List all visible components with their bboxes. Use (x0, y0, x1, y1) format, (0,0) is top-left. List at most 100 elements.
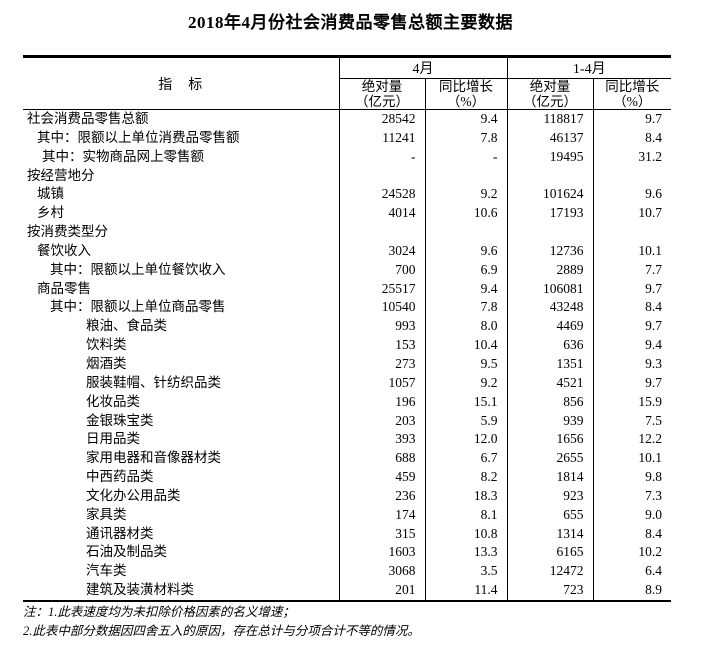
row-value-cell: 8.1 (424, 505, 507, 525)
row-value-cell: 10.6 (424, 204, 507, 224)
row-value-cell: 28542 (338, 109, 425, 129)
row-value-cell: 1314 (506, 524, 593, 544)
table-row: 餐饮收入 3024 9.6 12736 10.1 (23, 241, 672, 261)
row-indicator-label: 家用电器和音像器材类 (86, 450, 221, 466)
row-value-cell: 24528 (338, 185, 425, 205)
table-row: 服装鞋帽、针纺织品类 1057 9.2 4521 9.7 (23, 373, 672, 393)
row-value-cell: 9.4 (424, 279, 507, 299)
row-value-cell: 1603 (338, 543, 425, 563)
table-row: 石油及制品类 1603 13.3 6165 10.2 (23, 543, 672, 563)
table-header: 指 标 4月 1-4月 绝对量 （亿元） 同比增长 （%） 绝对量 （亿元） (23, 56, 672, 110)
row-value-cell: 10.7 (592, 204, 672, 224)
header-line: 同比增长 (605, 79, 660, 94)
column-group-jan-to-april: 1-4月 (506, 56, 672, 79)
row-value-cell: 636 (506, 336, 593, 355)
row-value-cell: 10540 (338, 298, 425, 318)
row-value-cell: 273 (338, 354, 425, 374)
row-value-cell (338, 223, 425, 242)
header-group-row: 指 标 4月 1-4月 (23, 56, 672, 110)
table-row: 其中：限额以上单位餐饮收入 700 6.9 2889 7.7 (23, 260, 672, 280)
row-indicator-label: 通讯器材类 (86, 525, 154, 541)
row-value-cell: 459 (338, 468, 425, 487)
row-indicator-label: 建筑及装潢材料类 (86, 582, 194, 598)
row-value-cell: 6.4 (592, 562, 672, 582)
row-value-cell: 6.9 (424, 260, 507, 280)
page-title: 2018年4月份社会消费品零售总额主要数据 (188, 13, 513, 32)
row-indicator-label: 其中：实物商品网上零售额 (42, 148, 204, 164)
row-value-cell (506, 223, 593, 242)
row-value-cell: 315 (338, 524, 425, 544)
row-indicator-label: 日用品类 (86, 431, 140, 447)
row-value-cell: 8.4 (592, 524, 672, 544)
row-value-cell: 13.3 (424, 543, 507, 563)
row-value-cell: 939 (506, 411, 593, 431)
row-indicator-label: 商品零售 (37, 280, 91, 296)
table-row: 其中：实物商品网上零售额 - -19495 31.2 (23, 147, 672, 167)
footnote-1: 注：1.此表速度均为未扣除价格因素的名义增速； (23, 605, 295, 619)
row-value-cell (424, 166, 507, 186)
row-value-cell: 12.0 (424, 430, 507, 450)
row-value-cell (506, 166, 593, 186)
row-indicator-label: 社会消费品零售总额 (27, 111, 149, 126)
row-value-cell: 15.9 (592, 392, 672, 412)
table-row: 汽车类 3068 3.5 12472 6.4 (23, 562, 672, 582)
row-value-cell: 9.8 (592, 468, 672, 487)
row-value-cell: 4469 (506, 317, 593, 337)
row-value-cell: 1656 (506, 430, 593, 450)
row-value-cell: 196 (338, 392, 425, 412)
header-line: 同比增长 (439, 79, 493, 94)
row-value-cell: 9.3 (592, 354, 672, 374)
header-line: （%） (613, 94, 652, 109)
row-indicator-label: 饮料类 (86, 337, 127, 353)
row-value-cell: 4014 (338, 204, 425, 224)
table-row: 家用电器和音像器材类 688 6.7 2655 10.1 (23, 449, 672, 469)
row-value-cell: 7.5 (592, 411, 672, 431)
table-row: 金银珠宝类 203 5.9 939 7.5 (23, 411, 672, 431)
row-value-cell (338, 166, 425, 186)
row-value-cell: 153 (338, 336, 425, 355)
row-value-cell: 174 (338, 505, 425, 525)
table-row: 社会消费品零售总额 28542 9.4 118817 9.7 (23, 109, 672, 129)
row-value-cell (592, 166, 672, 186)
retail-data-table: 指 标 4月 1-4月 绝对量 （亿元） 同比增长 （%） 绝对量 （亿元） (23, 55, 672, 602)
row-value-cell: 856 (506, 392, 593, 412)
row-indicator-label: 文化办公用品类 (86, 487, 181, 503)
table-row: 其中：限额以上单位商品零售 10540 7.8 43248 8.4 (23, 298, 672, 318)
row-indicator-label: 化妆品类 (86, 393, 140, 409)
table-row: 按经营地分 (23, 166, 672, 186)
row-value-cell: 9.7 (592, 373, 672, 393)
row-indicator-label: 乡村 (37, 205, 64, 221)
row-value-cell: 9.4 (424, 109, 507, 129)
header-line: 绝对量 (529, 79, 571, 94)
row-value-cell: 7.8 (424, 128, 507, 148)
table-row: 通讯器材类 315 10.8 1314 8.4 (23, 524, 672, 544)
row-value-cell: 7.7 (592, 260, 672, 280)
header-line: （亿元） (523, 94, 577, 109)
row-value-cell: 19495 (506, 147, 593, 167)
row-value-cell: 2655 (506, 449, 593, 469)
row-indicator-label: 其中：限额以上单位餐饮收入 (50, 261, 226, 277)
row-value-cell: 10.1 (592, 449, 672, 469)
row-value-cell: 9.2 (424, 373, 507, 393)
column-header-indicator: 指 标 (23, 56, 340, 110)
row-value-cell: 3068 (338, 562, 425, 582)
row-value-cell: 236 (338, 486, 425, 506)
row-value-cell: 9.6 (592, 185, 672, 205)
table-row: 建筑及装潢材料类 201 11.4 723 8.9 (23, 581, 672, 601)
column-header-growth-april: 同比增长 （%） (424, 78, 507, 110)
row-value-cell: 2889 (506, 260, 593, 280)
table-row: 日用品类 393 12.0 1656 12.2 (23, 430, 672, 450)
row-value-cell: 9.5 (424, 354, 507, 374)
row-indicator-label: 烟酒类 (86, 355, 127, 371)
table-body: 社会消费品零售总额 28542 9.4 118817 9.7 其中：限额以上单位消费品零售… (23, 109, 672, 601)
row-indicator-label: 城镇 (37, 186, 64, 202)
row-indicator-label: 金银珠宝类 (86, 412, 154, 428)
row-value-cell: 993 (338, 317, 425, 337)
row-value-cell: 10.1 (592, 241, 672, 261)
row-value-cell: 11.4 (424, 581, 507, 601)
header-line: （%） (446, 94, 486, 109)
row-value-cell: 203 (338, 411, 425, 431)
header-line: 绝对量 (361, 79, 403, 94)
row-value-cell: 10.2 (592, 543, 672, 563)
